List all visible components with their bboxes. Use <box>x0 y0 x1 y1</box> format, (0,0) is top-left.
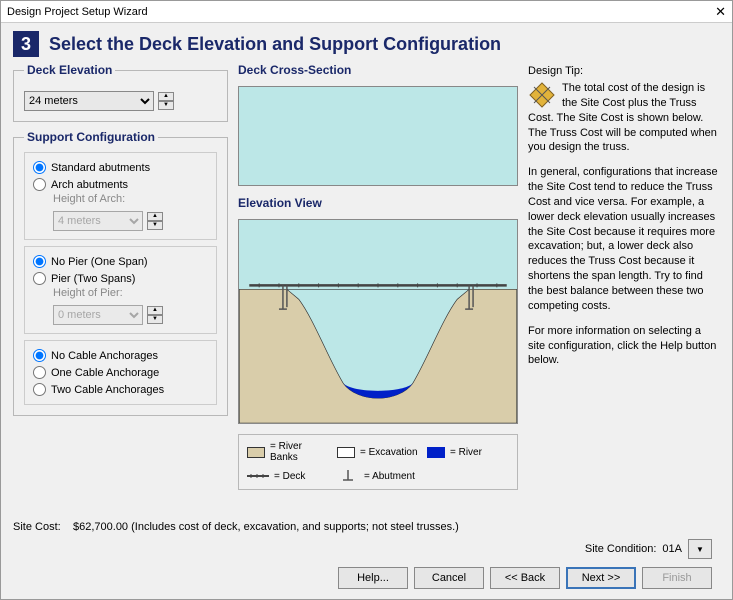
site-condition-value: 01A <box>662 543 682 555</box>
radio-no-pier[interactable]: No Pier (One Span) <box>33 255 208 268</box>
legend-river-banks: = River Banks <box>247 441 329 463</box>
deck-elevation-spinner[interactable]: ▲ ▼ <box>158 92 174 110</box>
design-tip-panel: Design Tip: The total cost of the design… <box>528 63 720 515</box>
window-title: Design Project Setup Wizard <box>7 6 715 18</box>
radio-no-anchorage[interactable]: No Cable Anchorages <box>33 349 208 362</box>
help-button[interactable]: Help... <box>338 567 408 589</box>
legend-excavation: = Excavation <box>337 441 419 463</box>
legend-river: = River <box>427 441 509 463</box>
site-cost-row: Site Cost: $62,700.00 (Includes cost of … <box>13 521 720 533</box>
spinner-up-icon[interactable]: ▲ <box>158 92 174 101</box>
cross-section-label: Deck Cross-Section <box>238 63 518 77</box>
deck-icon <box>247 471 269 482</box>
back-button[interactable]: << Back <box>490 567 560 589</box>
site-condition-label: Site Condition: <box>585 543 657 555</box>
content-area: 3 Select the Deck Elevation and Support … <box>1 23 732 599</box>
legend-box: = River Banks = Excavation = River = Dec… <box>238 434 518 490</box>
tip-title: Design Tip: <box>528 65 720 77</box>
support-config-group: Support Configuration Standard abutments… <box>13 130 228 416</box>
compass-icon <box>528 81 556 109</box>
step-title: Select the Deck Elevation and Support Co… <box>49 34 501 55</box>
site-condition: Site Condition: 01A ▼ <box>585 539 712 559</box>
elevation-view-canvas <box>238 219 518 424</box>
cancel-button[interactable]: Cancel <box>414 567 484 589</box>
spinner-up-icon: ▲ <box>147 306 163 315</box>
legend-abutment: = Abutment <box>337 469 419 483</box>
site-cost-value: $62,700.00 (Includes cost of deck, excav… <box>73 521 459 533</box>
bottom-bar: Site Condition: 01A ▼ <box>13 533 720 565</box>
next-button[interactable]: Next >> <box>566 567 636 589</box>
arch-height-spinner: ▲ ▼ <box>147 212 163 230</box>
tip-p2: In general, configurations that increase… <box>528 165 720 313</box>
radio-standard-abutments[interactable]: Standard abutments <box>33 161 208 174</box>
spinner-up-icon: ▲ <box>147 212 163 221</box>
pier-height-label: Height of Pier: <box>53 287 208 299</box>
tip-p1: The total cost of the design is the Site… <box>528 81 720 155</box>
radio-two-anchorage[interactable]: Two Cable Anchorages <box>33 383 208 396</box>
radio-arch-abutments[interactable]: Arch abutments <box>33 178 208 191</box>
pier-height-spinner: ▲ ▼ <box>147 306 163 324</box>
spinner-down-icon: ▼ <box>147 221 163 230</box>
site-condition-dropdown[interactable]: ▼ <box>688 539 712 559</box>
elevation-view-label: Elevation View <box>238 196 518 210</box>
radio-one-anchorage[interactable]: One Cable Anchorage <box>33 366 208 379</box>
titlebar: Design Project Setup Wizard ✕ <box>1 1 732 23</box>
close-icon[interactable]: ✕ <box>715 4 726 20</box>
support-config-legend: Support Configuration <box>24 130 158 144</box>
site-cost-label: Site Cost: <box>13 521 73 533</box>
finish-button: Finish <box>642 567 712 589</box>
abutment-icon <box>337 469 359 483</box>
step-header: 3 Select the Deck Elevation and Support … <box>13 31 720 57</box>
wizard-window: Design Project Setup Wizard ✕ 3 Select t… <box>0 0 733 600</box>
radio-pier[interactable]: Pier (Two Spans) <box>33 272 208 285</box>
pier-height-select: 0 meters <box>53 305 143 325</box>
anchorage-block: No Cable Anchorages One Cable Anchorage … <box>24 340 217 405</box>
tip-p3: For more information on selecting a site… <box>528 324 720 369</box>
abutment-block: Standard abutments Arch abutments Height… <box>24 152 217 240</box>
cross-section-canvas <box>238 86 518 186</box>
deck-elevation-group: Deck Elevation 24 meters ▲ ▼ <box>13 63 228 122</box>
deck-elevation-legend: Deck Elevation <box>24 63 115 77</box>
deck-elevation-select[interactable]: 24 meters <box>24 91 154 111</box>
step-number: 3 <box>13 31 39 57</box>
legend-deck: = Deck <box>247 469 329 483</box>
arch-height-label: Height of Arch: <box>53 193 208 205</box>
nav-buttons: Help... Cancel << Back Next >> Finish <box>13 565 720 595</box>
spinner-down-icon[interactable]: ▼ <box>158 101 174 110</box>
arch-height-select: 4 meters <box>53 211 143 231</box>
spinner-down-icon: ▼ <box>147 315 163 324</box>
pier-block: No Pier (One Span) Pier (Two Spans) Heig… <box>24 246 217 334</box>
